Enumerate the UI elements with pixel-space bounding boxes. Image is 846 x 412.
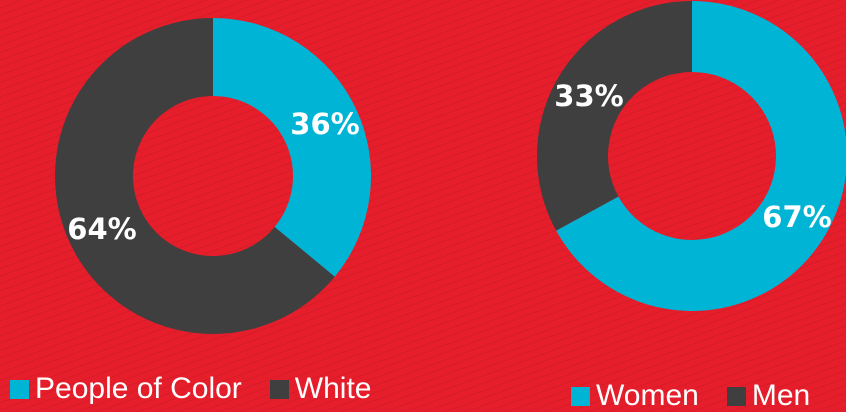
legend-item-people-of-color: People of Color (10, 374, 242, 404)
legend-gender: Women Men (571, 381, 810, 411)
legend-label-women: Women (596, 379, 699, 412)
label-women-pct: 67% (762, 200, 831, 234)
label-people-of-color-pct: 36% (290, 107, 359, 141)
donut-chart-gender: 67% 33% (537, 1, 846, 311)
legend-label-white: White (294, 372, 372, 405)
legend-item-women: Women (571, 381, 699, 411)
legend-item-men: Men (726, 379, 811, 412)
slice-women (556, 1, 846, 311)
legend-label-men: Men (751, 379, 811, 412)
legend-swatch-people-of-color (10, 379, 29, 399)
label-men-pct: 33% (554, 79, 623, 113)
slice-white (54, 18, 335, 334)
legend-race: People of Color White (10, 374, 371, 404)
legend-swatch-women (571, 386, 590, 406)
donut-chart-race: 36% 64% (54, 18, 371, 334)
label-white-pct: 64% (67, 212, 136, 246)
legend-swatch-white (269, 379, 289, 399)
slice-men (537, 1, 692, 231)
legend-item-white: White (269, 372, 372, 405)
legend-swatch-men (726, 386, 746, 406)
legend-label-people-of-color: People of Color (35, 372, 242, 405)
slice-people-of-color (213, 18, 371, 277)
